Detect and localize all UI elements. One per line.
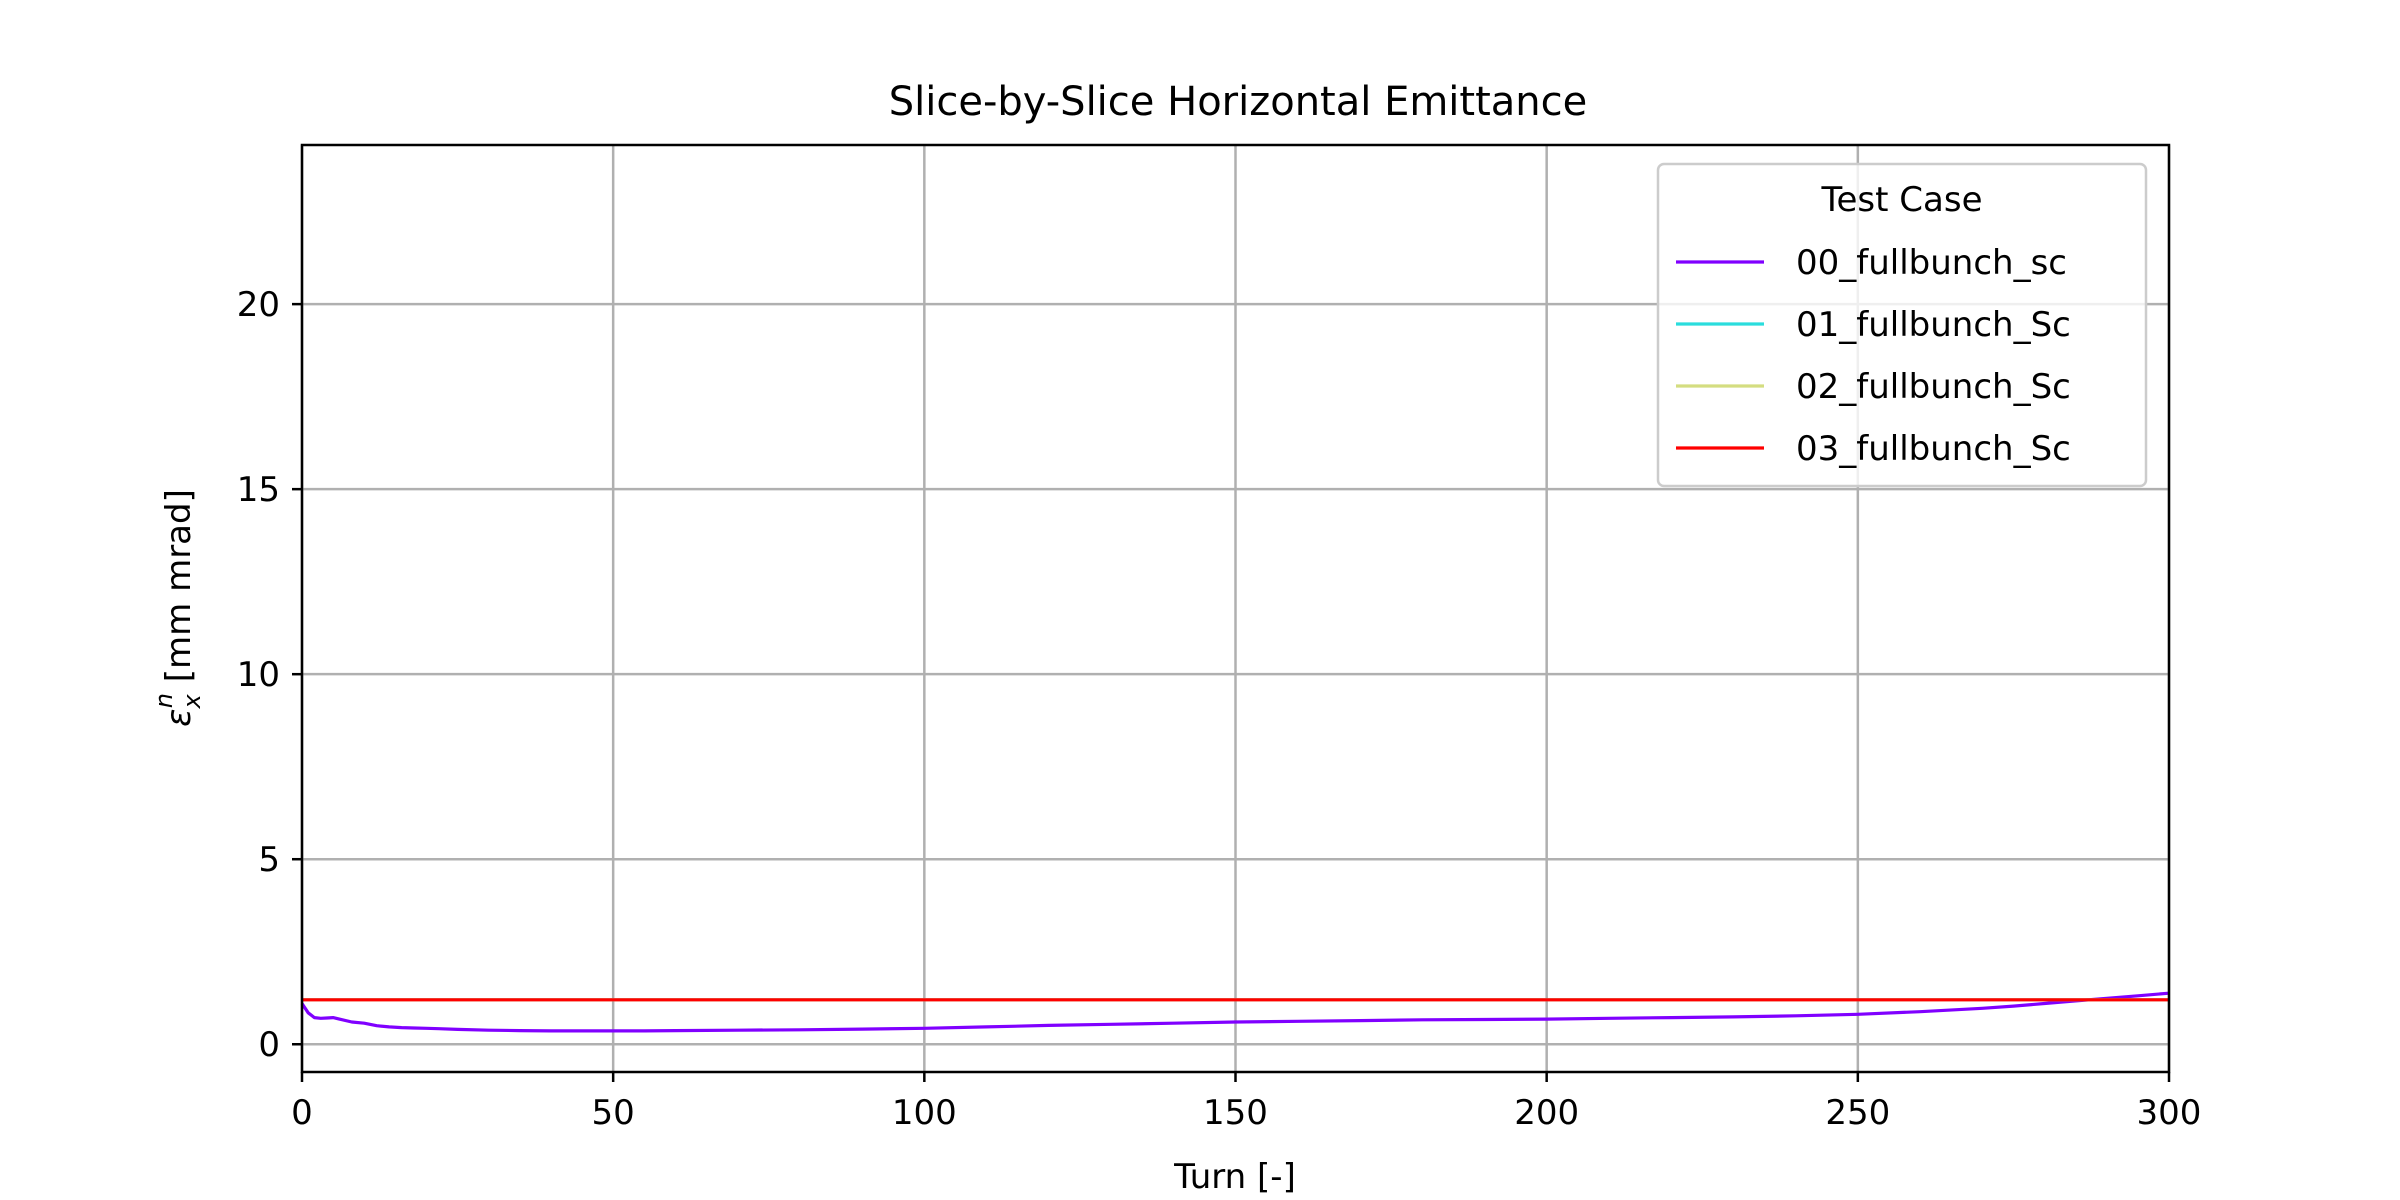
x-axis: 0 50 100 150 200 250 300 xyxy=(291,1072,2201,1133)
legend-title: Test Case xyxy=(1821,180,1983,220)
legend-entries: 00_fullbunch_sc 01_fullbunch_Sc 02_fullbun… xyxy=(1676,243,2071,469)
y-axis-label-unit: [mm mrad] xyxy=(159,489,199,693)
chart-title: Slice-by-Slice Horizontal Emittance xyxy=(889,79,1588,125)
legend-label-01_fullbunch_Sc: 01_fullbunch_Sc xyxy=(1796,305,2071,345)
y-tick-label: 0 xyxy=(258,1025,280,1065)
x-tick-label: 250 xyxy=(1825,1093,1890,1133)
y-axis-label-subscript: x xyxy=(178,693,206,709)
y-tick-label: 5 xyxy=(258,840,280,880)
series-layer xyxy=(300,991,2170,1033)
y-axis: 0 5 10 15 20 xyxy=(237,285,302,1065)
legend-box xyxy=(1656,162,2148,488)
legend-label-02_fullbunch_Sc: 02_fullbunch_Sc xyxy=(1796,367,2071,407)
x-axis-label: Turn [-] xyxy=(1173,1157,1296,1197)
y-axis-label-symbol: ε xyxy=(159,708,199,726)
x-tick-label: 0 xyxy=(291,1093,313,1133)
series-line-00_fullbunch_sc xyxy=(300,991,2170,1033)
x-tick-label: 200 xyxy=(1514,1093,1579,1133)
legend: Test Case 00_fullbunch_sc 01_fullbunch_Sc… xyxy=(1656,162,2148,488)
y-axis-label: εxn [mm mrad] xyxy=(150,489,206,727)
x-tick-label: 100 xyxy=(892,1093,957,1133)
y-axis-label-superscript: n xyxy=(150,693,178,708)
legend-label-00_fullbunch_sc: 00_fullbunch_sc xyxy=(1796,243,2067,283)
x-tick-label: 150 xyxy=(1203,1093,1268,1133)
x-tick-label: 300 xyxy=(2137,1093,2202,1133)
y-tick-label: 20 xyxy=(237,285,280,325)
legend-label-03_fullbunch_Sc: 03_fullbunch_Sc xyxy=(1796,429,2071,469)
y-tick-label: 15 xyxy=(237,470,280,510)
y-tick-label: 10 xyxy=(237,655,280,695)
x-tick-label: 50 xyxy=(592,1093,635,1133)
